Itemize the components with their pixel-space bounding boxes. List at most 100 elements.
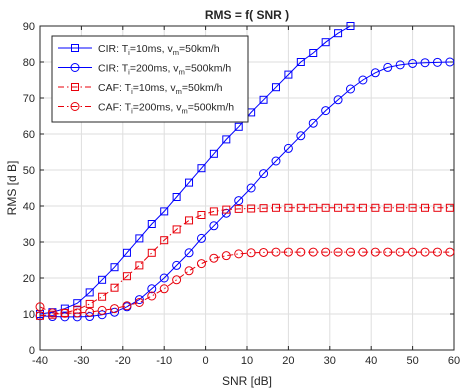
data-point (370, 68, 380, 78)
data-point (110, 283, 119, 292)
data-point (196, 259, 206, 269)
data-point (321, 247, 331, 257)
data-point (296, 131, 306, 141)
data-point (110, 263, 119, 272)
data-point (445, 57, 455, 67)
data-point (371, 203, 380, 212)
chart-title: RMS = f( SNR ) (205, 8, 289, 22)
y-tick-label: 60 (23, 129, 35, 141)
data-point (308, 118, 318, 128)
data-point (209, 253, 219, 263)
legend-label: CIR: Ti=200ms, vm=500km/h (98, 63, 231, 77)
series-4 (35, 247, 455, 318)
legend-subscript: m (181, 107, 187, 116)
data-point (85, 299, 94, 308)
data-point (259, 169, 269, 179)
data-point (334, 29, 343, 38)
data-point (408, 203, 417, 212)
series-line (39, 25, 351, 315)
legend-text: =200ms, v (130, 63, 179, 75)
data-point (209, 221, 219, 231)
legend-subscript: m (173, 48, 179, 57)
data-point (72, 308, 82, 318)
data-point (308, 247, 318, 257)
legend-text: =500km/h (188, 102, 235, 114)
legend-text: =50km/h (179, 43, 220, 55)
data-point (110, 307, 120, 317)
legend-subscript: m (179, 68, 185, 77)
data-point (135, 234, 144, 243)
legend-subscript: m (176, 87, 182, 96)
data-point (85, 312, 95, 322)
data-point (346, 247, 355, 257)
data-point (445, 203, 454, 212)
data-point (122, 248, 131, 257)
data-point (209, 207, 218, 216)
data-point (321, 38, 330, 47)
legend-marker (71, 44, 79, 52)
legend-subscript: i (131, 107, 133, 116)
legend-text: CAF: T (98, 82, 132, 94)
data-point (408, 247, 418, 257)
series-line (39, 61, 450, 318)
data-point (309, 203, 318, 212)
x-axis-label: SNR [dB] (222, 374, 272, 388)
data-point (147, 220, 156, 228)
data-point (159, 273, 169, 283)
data-point (85, 307, 95, 317)
legend-text: =10ms, v (133, 82, 177, 94)
data-point (333, 247, 343, 257)
data-point (383, 62, 393, 72)
data-point (271, 83, 280, 92)
data-point (333, 95, 343, 105)
legend-subscript: i (131, 87, 133, 96)
data-point (134, 295, 144, 305)
data-point (383, 203, 392, 212)
data-point (197, 164, 206, 173)
data-point (184, 248, 194, 258)
series-group (35, 22, 455, 322)
data-point (172, 193, 181, 201)
data-point (271, 203, 280, 212)
data-point (445, 247, 455, 257)
data-point (234, 196, 244, 206)
data-point (420, 58, 430, 68)
legend-subscript: i (128, 68, 130, 77)
data-point (383, 247, 393, 257)
y-tick-label: 10 (23, 309, 35, 321)
x-tick-label: -30 (73, 355, 89, 367)
data-point (408, 58, 418, 68)
x-tick-label: 0 (203, 355, 209, 367)
data-point (73, 299, 82, 308)
data-point (271, 156, 281, 166)
legend-marker (70, 63, 80, 72)
data-point (60, 304, 69, 313)
data-point (135, 261, 144, 270)
data-point (321, 106, 331, 116)
y-tick-label: 50 (23, 165, 35, 177)
data-point (296, 203, 305, 212)
series-line (39, 251, 450, 314)
data-point (284, 203, 293, 212)
data-point (283, 143, 293, 153)
data-point (110, 304, 120, 314)
data-point (172, 275, 182, 285)
data-point (296, 247, 306, 257)
data-point (246, 183, 256, 193)
data-point (197, 211, 206, 219)
data-point (147, 284, 157, 294)
y-tick-label: 90 (23, 21, 35, 33)
data-point (420, 247, 430, 257)
data-point (172, 260, 182, 270)
data-point (159, 284, 169, 294)
x-tick-label: 50 (406, 355, 418, 367)
y-tick-label: 70 (23, 93, 35, 105)
data-point (358, 247, 368, 257)
legend-label: CAF: Ti=10ms, vm=50km/h (98, 82, 223, 96)
series-3 (36, 203, 454, 320)
data-point (98, 275, 107, 284)
data-point (160, 236, 169, 245)
legend-box (51, 35, 249, 123)
data-point (259, 95, 268, 104)
